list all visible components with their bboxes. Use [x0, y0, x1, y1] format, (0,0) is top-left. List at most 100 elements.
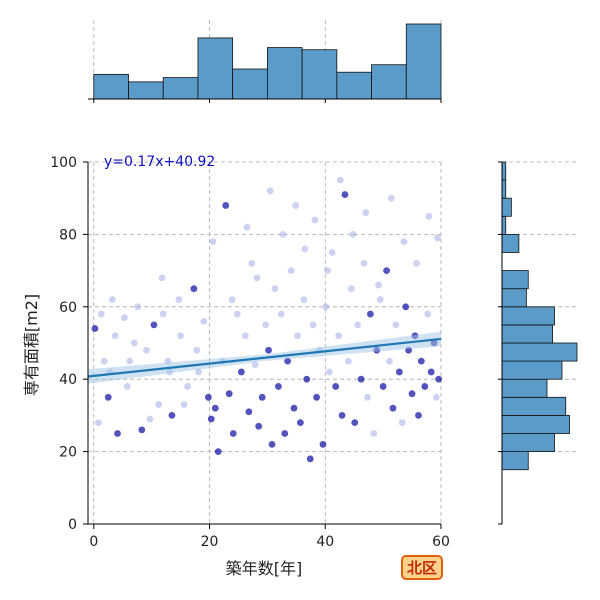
scatter-point	[306, 455, 314, 463]
scatter-point	[262, 321, 270, 329]
scatter-point	[296, 419, 304, 427]
scatter-point	[237, 368, 245, 376]
scatter-point	[425, 212, 433, 220]
scatter-point	[395, 368, 403, 376]
y-axis-label: 専有面積[m2]	[22, 294, 41, 396]
scatter-point	[111, 332, 119, 340]
right-hist-bar	[501, 451, 529, 471]
scatter-point	[292, 202, 300, 209]
y-tick-label: 0	[68, 517, 77, 533]
scatter-point	[287, 267, 295, 274]
y-tick-label: 80	[59, 227, 77, 243]
scatter-point	[146, 415, 154, 423]
scatter-point	[345, 357, 352, 365]
scatter-point	[402, 303, 410, 311]
scatter-point	[121, 314, 128, 322]
top-hist-bar	[197, 37, 234, 100]
regression-group	[87, 331, 442, 384]
y-tick-label: 20	[59, 445, 77, 461]
scatter-point	[332, 383, 340, 390]
top-hist-bar	[336, 71, 372, 100]
scatter-point	[123, 383, 131, 390]
scatter-point	[432, 393, 440, 401]
y-tick-label: 100	[50, 155, 77, 171]
scatter-point	[150, 321, 158, 329]
scatter-point	[421, 383, 429, 390]
main-scatter-panel: 0 20 40 60 0 20 40 60 80 100 y=0.17x+40.92 築年数[年]…	[22, 154, 450, 578]
scatter-point	[379, 383, 387, 390]
scatter-point	[255, 422, 263, 430]
scatter-point	[209, 238, 217, 246]
right-histogram-bars	[501, 161, 578, 471]
scatter-point	[229, 430, 237, 437]
top-histogram-axis	[88, 98, 442, 103]
scatter-point	[265, 346, 272, 354]
right-hist-bar	[501, 306, 555, 326]
scatter-point	[195, 368, 202, 376]
right-hist-bar	[501, 161, 507, 181]
scatter-point	[300, 296, 308, 303]
right-hist-bar	[501, 360, 563, 380]
y-tick-label: 60	[59, 300, 77, 316]
ward-badge: 北区	[401, 555, 443, 580]
right-hist-bar	[501, 233, 520, 253]
scatter-point	[95, 419, 102, 427]
scatter-point	[328, 249, 336, 256]
scatter-point	[301, 245, 309, 253]
scatter-point	[383, 267, 391, 274]
scatter-point	[245, 408, 253, 416]
scatter-point	[158, 274, 166, 282]
scatter-point	[281, 430, 289, 437]
scatter-point	[271, 285, 279, 293]
scatter-point	[268, 440, 276, 448]
scatter-point	[376, 296, 384, 303]
top-hist-bar	[93, 73, 129, 100]
scatter-point	[274, 383, 282, 390]
y-tick-label: 40	[59, 372, 77, 388]
scatter-point	[357, 375, 365, 383]
scatter-point	[375, 281, 382, 289]
scatter-point	[134, 303, 142, 311]
scatter-point	[294, 332, 301, 340]
scatter-point	[424, 310, 432, 318]
right-hist-bar	[501, 270, 529, 290]
scatter-point	[322, 303, 330, 311]
scatter-point	[319, 440, 327, 448]
right-hist-bar	[501, 342, 578, 362]
scatter-point	[200, 317, 208, 325]
x-tick-label: 20	[201, 534, 219, 550]
scatter-point	[400, 238, 408, 246]
scatter-point	[389, 404, 397, 412]
scatter-point	[367, 310, 374, 318]
scatter-point	[266, 187, 274, 195]
scatter-point	[364, 393, 371, 401]
scatter-point	[159, 310, 167, 318]
scatter-point	[233, 310, 241, 318]
scatter-point	[251, 361, 259, 369]
scatter-point	[114, 430, 121, 437]
scatter-point	[387, 194, 395, 202]
scatter-point	[126, 357, 134, 365]
scatter-point	[408, 390, 416, 398]
scatter-point	[228, 296, 236, 303]
scatter-points	[91, 176, 443, 463]
right-hist-bar	[501, 324, 554, 344]
scatter-point	[325, 368, 333, 376]
top-hist-bar	[301, 49, 338, 100]
scatter-point	[349, 231, 357, 238]
right-hist-bar	[501, 215, 507, 235]
scatter-point	[277, 310, 285, 318]
top-hist-bar	[405, 23, 442, 100]
scatter-point	[313, 393, 320, 401]
right-hist-bar	[501, 433, 555, 453]
scatter-point	[324, 267, 331, 274]
scatter-point	[336, 176, 344, 184]
x-axis-label: 築年数[年]	[226, 559, 303, 578]
scatter-point	[347, 285, 355, 293]
scatter-point	[341, 191, 349, 198]
scatter-point	[415, 412, 422, 419]
scatter-point	[435, 375, 443, 383]
main-axes: 0 20 40 60 0 20 40 60 80 100	[50, 155, 450, 550]
scatter-point	[91, 325, 99, 332]
